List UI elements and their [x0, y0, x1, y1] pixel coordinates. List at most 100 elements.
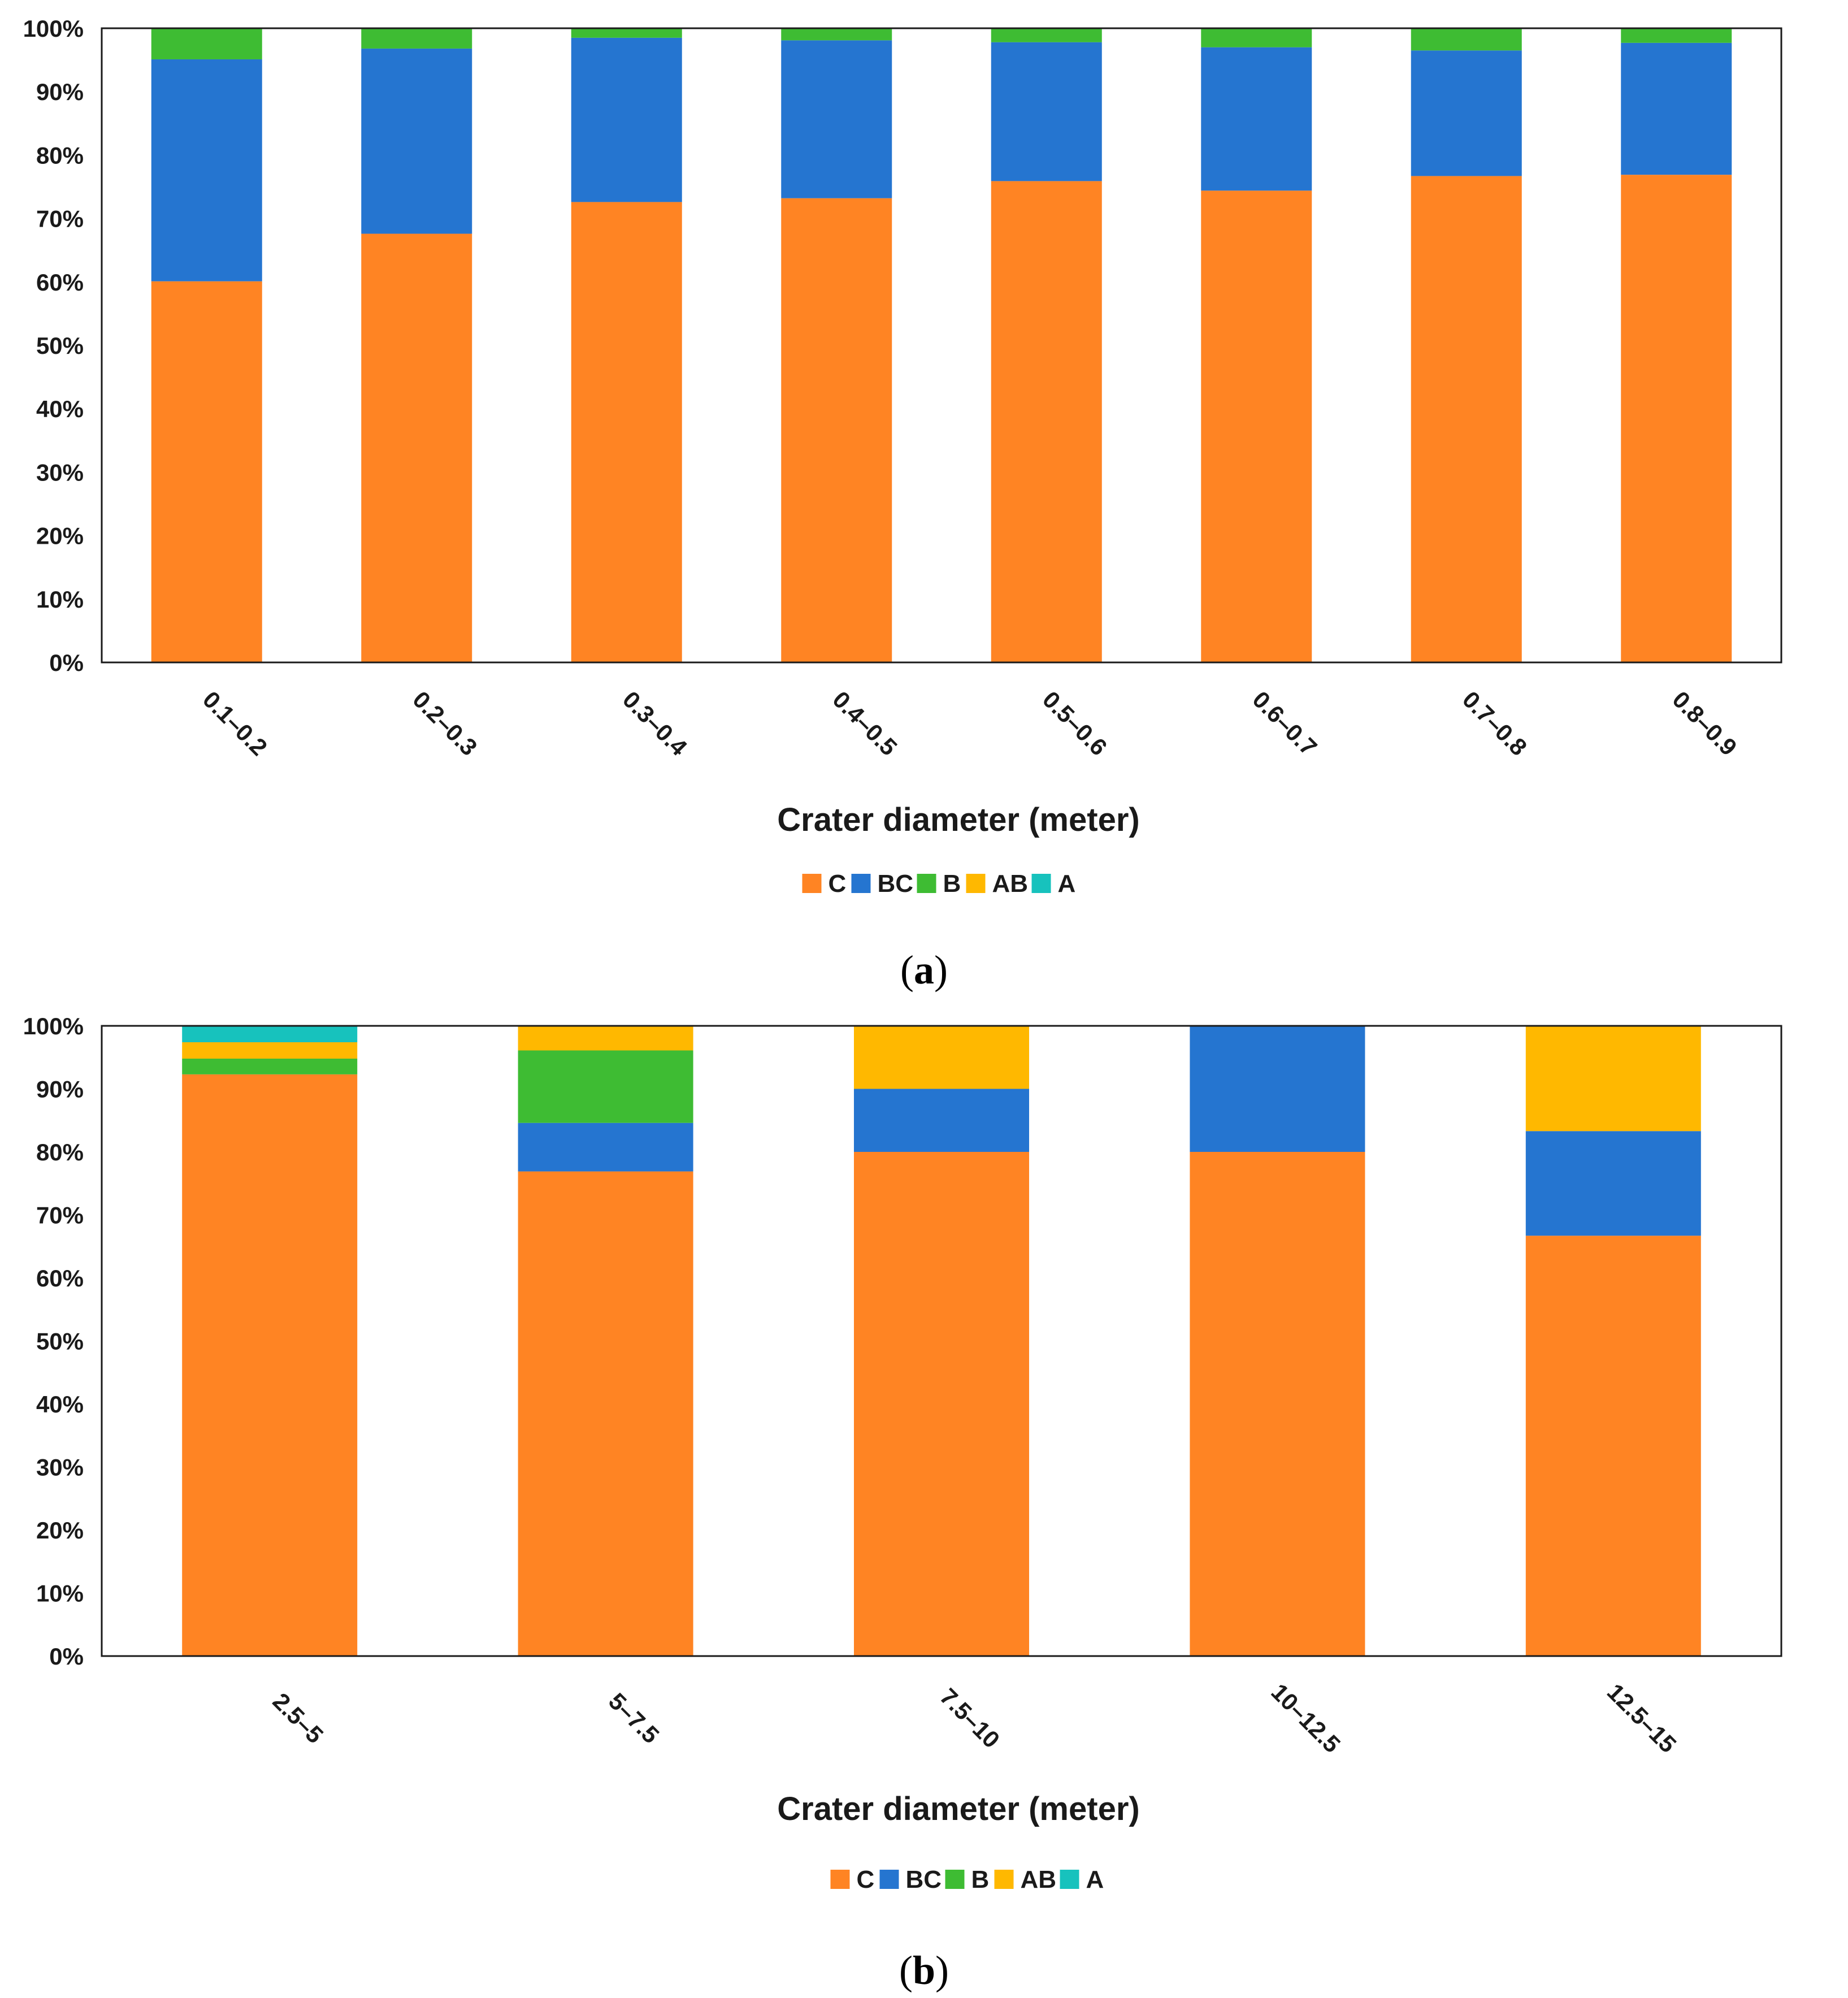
x-tick-label: 0.2–0.3: [407, 686, 482, 761]
bar-c-0-5-0-6: [991, 181, 1102, 663]
y-tick-label: 40%: [36, 396, 84, 422]
bar-b-0-3-0-4: [571, 28, 682, 38]
bar-bc-0-8-0-9: [1621, 42, 1732, 175]
bar-bc-0-2-0-3: [361, 48, 472, 234]
bar-ab-5-7-5: [518, 1026, 693, 1051]
y-tick-label: 100%: [23, 1013, 84, 1039]
y-tick-label: 40%: [36, 1391, 84, 1418]
bar-b-0-5-0-6: [991, 28, 1102, 42]
x-tick-label: 7.5–10: [935, 1683, 1005, 1753]
bar-b-0-2-0-3: [361, 28, 472, 49]
legend-swatch-c: [830, 1870, 850, 1889]
plot-frame: [101, 1025, 1782, 1657]
legend-swatch-bc: [879, 1870, 899, 1889]
bar-bc-0-3-0-4: [571, 37, 682, 202]
x-tick-label: 0.4–0.5: [827, 686, 902, 761]
legend-label-b: B: [943, 870, 961, 898]
legend-label-c: C: [857, 1866, 875, 1893]
y-tick-label: 50%: [36, 1328, 84, 1355]
bar-b-0-8-0-9: [1621, 28, 1732, 43]
legend-swatch-ab: [966, 874, 986, 893]
y-tick-label: 90%: [36, 1076, 84, 1103]
x-axis-title: Crater diameter (meter): [777, 801, 1139, 838]
bar-ab-2-5-5: [182, 1042, 358, 1059]
y-tick-label: 60%: [36, 1265, 84, 1291]
bar-bc-10-12-5: [1190, 1026, 1365, 1152]
x-tick-label: 0.3–0.4: [618, 686, 693, 761]
x-tick-label: 12.5–15: [1602, 1678, 1682, 1758]
bar-c-0-2-0-3: [361, 233, 472, 662]
y-tick-label: 50%: [36, 332, 84, 359]
y-tick-label: 10%: [36, 586, 84, 613]
bar-ab-7-5-10: [854, 1026, 1029, 1089]
legend-label-ab: AB: [992, 870, 1029, 898]
chart-panel-a: 0% 10% 20% 30% 40% 50% 60% 70% 80% 90% 100% 0.1–0.…: [23, 15, 1782, 993]
panel-label: a: [914, 947, 934, 993]
x-axis-title: Crater diameter (meter): [777, 1791, 1139, 1827]
bar-bc-5-7-5: [518, 1122, 693, 1172]
bar-c-5-7-5: [518, 1171, 693, 1656]
plot-frame: [101, 27, 1782, 664]
bar-bc-0-5-0-6: [991, 42, 1102, 181]
legend-swatch-a: [1060, 1870, 1079, 1889]
x-tick-label: 0.7–0.8: [1457, 686, 1532, 761]
legend-label-c: C: [828, 870, 847, 898]
bar-c-0-7-0-8: [1411, 176, 1522, 662]
x-tick-label: 10–12.5: [1266, 1678, 1346, 1758]
panel-label: b: [913, 1948, 935, 1993]
bar-b-0-1-0-2: [151, 28, 262, 59]
bar-c-0-6-0-7: [1201, 190, 1312, 662]
chart-panel-b: 0% 10% 20% 30% 40% 50% 60% 70% 80% 90% 100% 2.5–5 5…: [23, 1013, 1782, 1993]
bar-bc-0-4-0-5: [781, 40, 892, 198]
bar-bc-0-6-0-7: [1201, 47, 1312, 191]
y-tick-label: 100%: [23, 15, 84, 42]
bar-b-0-4-0-5: [781, 28, 892, 41]
legend-swatch-c: [802, 874, 822, 893]
bar-c-0-8-0-9: [1621, 175, 1732, 662]
y-tick-label: 0%: [49, 1643, 84, 1670]
legend-swatch-a: [1031, 874, 1051, 893]
y-tick-label: 80%: [36, 142, 84, 168]
y-tick-label: 0%: [49, 649, 84, 676]
y-tick-group: 0% 10% 20% 30% 40% 50% 60% 70% 80% 90% 100%: [23, 15, 84, 676]
legend-label-bc: BC: [878, 870, 914, 898]
bar-b-5-7-5: [518, 1050, 693, 1123]
x-tick-label: 0.6–0.7: [1247, 686, 1322, 761]
bar-bc-12-5-15: [1525, 1131, 1701, 1236]
legend-label-a: A: [1058, 870, 1076, 898]
y-tick-group: 0% 10% 20% 30% 40% 50% 60% 70% 80% 90% 100%: [23, 1013, 84, 1670]
y-tick-label: 20%: [36, 523, 84, 549]
y-tick-label: 20%: [36, 1517, 84, 1544]
bar-c-12-5-15: [1525, 1236, 1701, 1656]
bar-b-0-7-0-8: [1411, 28, 1522, 51]
y-tick-label: 90%: [36, 79, 84, 105]
x-tick-label: 2.5–5: [268, 1688, 329, 1749]
bar-bc-7-5-10: [854, 1089, 1029, 1152]
x-tick-label: 5–7.5: [604, 1688, 665, 1749]
legend: C BC B AB A: [830, 1866, 1104, 1893]
legend: C BC B AB A: [802, 870, 1076, 898]
y-tick-label: 10%: [36, 1580, 84, 1607]
y-tick-label: 30%: [36, 459, 84, 486]
x-tick-group: 0.1–0.2 0.2–0.3 0.3–0.4 0.4–0.5 0.5–0.6 0.6–0…: [198, 686, 1742, 761]
bar-c-0-1-0-2: [151, 281, 262, 663]
bar-bc-0-1-0-2: [151, 59, 262, 281]
legend-label-ab: AB: [1021, 1866, 1057, 1893]
bar-ab-12-5-15: [1525, 1026, 1701, 1132]
bar-c-2-5-5: [182, 1074, 358, 1656]
y-tick-label: 70%: [36, 1202, 84, 1229]
panel-caption: (a): [900, 947, 948, 993]
bar-a-2-5-5: [182, 1026, 358, 1042]
bar-b-2-5-5: [182, 1058, 358, 1074]
legend-label-b: B: [971, 1866, 990, 1893]
legend-swatch-bc: [851, 874, 871, 893]
bars-group: [182, 1026, 1701, 1656]
panel-caption: (b): [899, 1948, 949, 1993]
y-tick-label: 70%: [36, 206, 84, 232]
bar-c-0-3-0-4: [571, 202, 682, 663]
x-tick-label: 0.5–0.6: [1038, 686, 1112, 761]
y-tick-label: 80%: [36, 1139, 84, 1165]
x-tick-label: 0.1–0.2: [198, 686, 272, 761]
legend-label-bc: BC: [906, 1866, 942, 1893]
